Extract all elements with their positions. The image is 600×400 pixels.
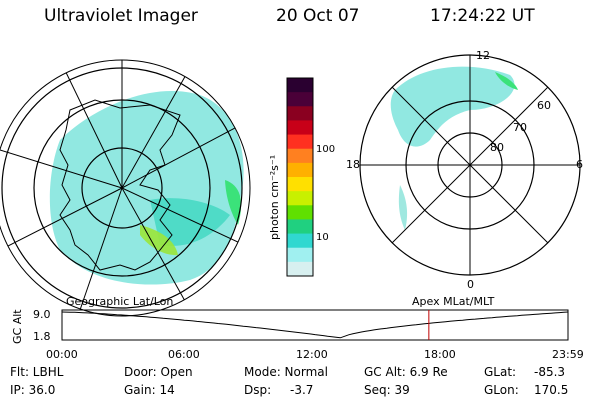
colorbar-tick-10: 10 (316, 232, 329, 243)
xtick-0600: 06:00 (168, 348, 200, 361)
glon-label: GLon: (484, 383, 519, 397)
xtick-0000: 00:00 (46, 348, 78, 361)
mlat-label-80: 80 (490, 141, 504, 154)
glat-label: GLat: (484, 365, 517, 379)
colorbar (286, 77, 314, 277)
colorbar-band (287, 219, 313, 235)
altitude-axis-label: GC Alt (11, 309, 24, 344)
door-label: Door: Open (124, 365, 193, 379)
altitude-ytick-high: 9.0 (33, 308, 51, 321)
colorbar-unit-label: photon cm⁻²s⁻¹ (268, 155, 281, 240)
mlat-label-60: 60 (537, 99, 551, 112)
colorbar-frame (286, 77, 314, 277)
mlt-label-6: 6 (576, 158, 583, 171)
seq-label: Seq: 39 (364, 383, 410, 397)
colorbar-band (287, 92, 313, 107)
colorbar-tick-100: 100 (316, 144, 335, 155)
date-label: 20 Oct 07 (276, 6, 360, 26)
geographic-map (0, 59, 251, 317)
colorbar-band (287, 148, 313, 164)
glat-value: -85.3 (534, 365, 566, 379)
colorbar-band (287, 78, 313, 93)
apex-label: Apex MLat/MLT (412, 295, 495, 308)
altitude-panel (61, 309, 569, 341)
altitude-ytick-low: 1.8 (33, 330, 51, 343)
mode-label: Mode: Normal (244, 365, 328, 379)
gain-label: Gain: 14 (124, 383, 175, 397)
xtick-1200: 12:00 (296, 348, 328, 361)
mlt-label-12: 12 (476, 49, 490, 62)
glon-value: 170.5 (534, 383, 569, 397)
dsp-value: -3.7 (290, 383, 314, 397)
colorbar-band (287, 205, 313, 220)
xtick-2359: 23:59 (552, 348, 584, 361)
filter-label: Flt: LBHL (10, 365, 64, 379)
mlt-label-0: 0 (467, 278, 474, 291)
mlat-label-70: 70 (513, 121, 527, 134)
colorbar-band (287, 134, 313, 150)
magnetic-map: 12 18 6 0 60 70 80 (346, 49, 583, 291)
altitude-curve (61, 311, 569, 339)
gcalt-label: GC Alt: 6.9 Re (364, 365, 448, 379)
aurora-emission-left (49, 91, 244, 285)
colorbar-band (287, 191, 313, 206)
colorbar-band (287, 120, 313, 136)
colorbar-band (287, 247, 313, 263)
colorbar-band (287, 261, 313, 277)
dsp-label: Dsp: (244, 383, 272, 397)
colorbar-band (287, 177, 313, 192)
colorbar-band (287, 233, 313, 249)
time-label: 17:24:22 UT (430, 6, 535, 26)
colorbar-band (287, 106, 313, 121)
xtick-1800: 18:00 (424, 348, 456, 361)
mlt-label-18: 18 (346, 158, 360, 171)
ip-label: IP: 36.0 (10, 383, 56, 397)
geographic-label: Geographic Lat/Lon (66, 295, 173, 308)
colorbar-band (287, 162, 313, 178)
coastline (59, 99, 181, 271)
aurora-emission-right (390, 66, 515, 147)
instrument-title: Ultraviolet Imager (44, 6, 198, 26)
